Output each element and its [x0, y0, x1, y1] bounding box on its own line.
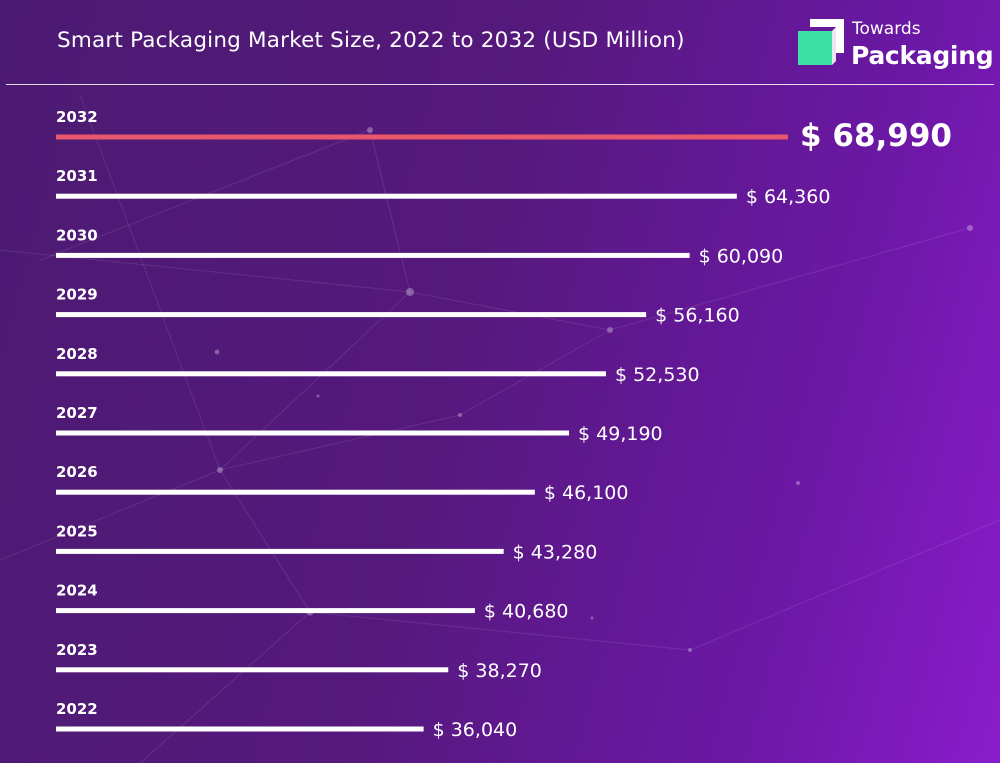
value-label-2029: $ 56,160: [655, 305, 740, 327]
category-label-2030: 2030: [56, 226, 98, 244]
category-label-2029: 2029: [56, 286, 98, 304]
value-label-2024: $ 40,680: [484, 601, 569, 623]
value-label-2030: $ 60,090: [699, 245, 784, 267]
value-label-2032: $ 68,990: [800, 118, 952, 154]
category-label-2028: 2028: [56, 345, 98, 363]
value-label-2022: $ 36,040: [433, 719, 518, 741]
chart-title: Smart Packaging Market Size, 2022 to 203…: [57, 28, 685, 53]
category-label-2026: 2026: [56, 463, 98, 481]
category-label-2027: 2027: [56, 404, 98, 422]
bar-2032: [56, 134, 789, 140]
logo-text-packaging: Packaging: [851, 41, 994, 70]
value-label-2026: $ 46,100: [544, 482, 629, 504]
category-label-2031: 2031: [56, 167, 98, 185]
category-label-2025: 2025: [56, 522, 98, 540]
value-label-2023: $ 38,270: [457, 660, 542, 682]
value-label-2031: $ 64,360: [746, 186, 831, 208]
category-label-2024: 2024: [56, 582, 98, 600]
logo-mark-icon: [798, 19, 844, 65]
bar-2026: [56, 489, 535, 495]
bar-2027: [56, 430, 570, 436]
category-label-2032: 2032: [56, 108, 98, 126]
category-label-2022: 2022: [56, 700, 98, 718]
value-label-2028: $ 52,530: [615, 364, 700, 386]
value-label-2025: $ 43,280: [513, 541, 598, 563]
bar-2031: [56, 193, 737, 199]
category-label-2023: 2023: [56, 641, 98, 659]
header-divider: [6, 84, 994, 85]
bar-2025: [56, 548, 504, 554]
bar-2029: [56, 312, 647, 318]
logo-text-towards: Towards: [852, 19, 921, 39]
towards-packaging-logo: Towards Packaging: [796, 17, 994, 77]
bar-2023: [56, 667, 449, 673]
bar-2030: [56, 252, 690, 258]
bar-2022: [56, 726, 424, 732]
value-label-2027: $ 49,190: [578, 423, 663, 445]
bar-2024: [56, 608, 475, 614]
bar-2028: [56, 371, 606, 377]
